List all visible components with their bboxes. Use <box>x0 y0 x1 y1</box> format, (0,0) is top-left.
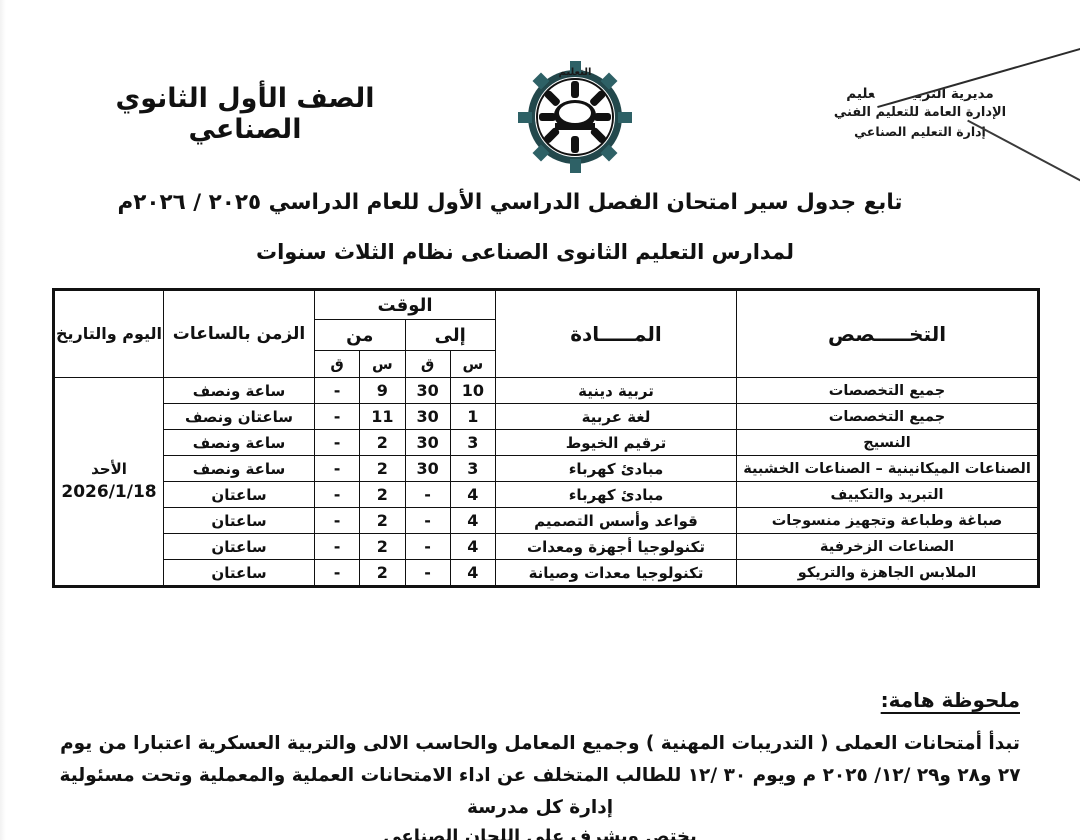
cell-from-minute: - <box>313 533 361 560</box>
cell-duration: ساعتان <box>163 559 315 587</box>
table-row: الملابس الجاهزة والتريكو تكنولوجيا معدات… <box>54 559 1039 587</box>
cell-from-minute: - <box>313 377 361 404</box>
cell-to-minute: - <box>404 507 451 534</box>
cell-from-hour: 2 <box>359 429 406 456</box>
cell-specialization: الصناعات الزخرفية <box>736 533 1039 560</box>
cell-from-minute: - <box>313 429 361 456</box>
header-duration: الزمن بالساعات <box>163 289 315 378</box>
cell-specialization: الصناعات الميكانينية – الصناعات الخشبية <box>736 455 1039 482</box>
cell-subject: تربية دينية <box>495 377 737 404</box>
cell-to-hour: 3 <box>449 455 497 482</box>
document-header: الصف الأول الثانوي الصناعي <box>0 55 1080 175</box>
cell-duration: ساعتان ونصف <box>163 403 315 430</box>
cell-from-hour: 9 <box>359 377 406 404</box>
table-row: صباغة وطباعة وتجهيز منسوجات قواعد وأسس ا… <box>54 507 1039 534</box>
cell-from-minute: - <box>313 559 361 587</box>
cell-duration: ساعة ونصف <box>163 377 315 404</box>
general-administration-label: الإدارة العامة للتعليم الفني <box>833 105 1007 121</box>
header-to-minute: ق <box>404 350 451 378</box>
cell-from-hour: 2 <box>359 559 406 587</box>
cell-subject: مبادئ كهرباء <box>495 481 737 508</box>
cell-to-minute: - <box>404 481 451 508</box>
cell-from-minute: - <box>313 507 361 534</box>
cell-to-minute: 30 <box>404 455 451 482</box>
cell-from-hour: 2 <box>359 455 406 482</box>
cell-specialization: التبريد والتكييف <box>736 481 1039 508</box>
cell-from-hour: 2 <box>359 481 406 508</box>
cell-specialization: جميع التخصصات <box>736 403 1039 430</box>
cell-to-minute: 30 <box>404 403 451 430</box>
table-body: جميع التخصصات تربية دينية 10 30 9 - ساعة… <box>53 377 1039 587</box>
cell-subject: قواعد وأسس التصميم <box>495 507 737 534</box>
table-row: جميع التخصصات لغة عربية 1 30 11 - ساعتان… <box>54 403 1039 430</box>
table-row: الصناعات الميكانينية – الصناعات الخشبية … <box>54 455 1039 482</box>
cell-to-hour: 10 <box>449 377 497 404</box>
header-to-hour: س <box>449 350 497 378</box>
cell-from-hour: 2 <box>359 533 406 560</box>
cell-to-hour: 4 <box>449 481 497 508</box>
cell-to-hour: 4 <box>449 533 497 560</box>
cell-day-date: الأحد 2026/1/18 <box>53 377 164 587</box>
header-subject: المـــــادة <box>495 289 737 378</box>
cell-to-hour: 3 <box>449 429 497 456</box>
note-line-2: ٢٧ و٢٨ و٢٩ /١٢/ ٢٠٢٥ م ويوم ٣٠ /١٢ للطال… <box>59 764 1021 786</box>
industrial-education-gear-emblem: التعليم <box>515 55 635 173</box>
cell-specialization: جميع التخصصات <box>736 377 1039 404</box>
cell-specialization: النسيج <box>736 429 1039 456</box>
cell-subject: تكنولوجيا معدات وصيانة <box>495 559 737 587</box>
table-header: التخـــــصص المـــــادة الوقت الزمن بالس… <box>53 289 1039 378</box>
cell-to-minute: 30 <box>404 377 451 404</box>
document-title-secondary: لمدارس التعليم الثانوى الصناعى نظام الثل… <box>255 240 795 264</box>
header-from-minute: ق <box>313 350 361 378</box>
header-time-group: الوقت <box>314 289 496 320</box>
cell-subject: مبادئ كهرباء <box>495 455 737 482</box>
table-row: التبريد والتكييف مبادئ كهرباء 4 - 2 - سا… <box>54 481 1039 508</box>
cell-to-hour: 1 <box>449 403 497 430</box>
grade-title: الصف الأول الثانوي الصناعي <box>115 83 375 145</box>
day-name: الأحد <box>91 459 127 478</box>
document-title-primary: تابع جدول سير امتحان الفصل الدراسي الأول… <box>117 190 903 215</box>
cell-to-minute: - <box>404 533 451 560</box>
cell-from-hour: 2 <box>359 507 406 534</box>
exam-schedule-table: التخـــــصص المـــــادة الوقت الزمن بالس… <box>52 288 1040 588</box>
cell-subject: ترقيم الخيوط <box>495 429 737 456</box>
cell-specialization: الملابس الجاهزة والتريكو <box>736 559 1039 587</box>
exam-schedule-table-wrapper: التخـــــصص المـــــادة الوقت الزمن بالس… <box>52 288 1040 588</box>
industrial-education-admin-label: إدارة التعليم الصناعي <box>854 123 986 139</box>
header-time-to: إلى <box>404 319 496 351</box>
cell-to-hour: 4 <box>449 507 497 534</box>
note-line-3: إدارة كل مدرسة <box>466 796 614 818</box>
cell-subject: تكنولوجيا أجهزة ومعدات <box>495 533 737 560</box>
table-row: جميع التخصصات تربية دينية 10 30 9 - ساعة… <box>53 377 1039 587</box>
header-specialization: التخـــــصص <box>736 289 1039 378</box>
cell-duration: ساعة ونصف <box>163 455 315 482</box>
cell-from-minute: - <box>313 481 361 508</box>
cell-specialization: صباغة وطباعة وتجهيز منسوجات <box>736 507 1039 534</box>
cell-to-minute: - <box>404 559 451 587</box>
table-header-row-3: س ق س ق <box>54 350 1039 378</box>
cell-from-minute: - <box>313 455 361 482</box>
cell-duration: ساعتان <box>163 507 315 534</box>
cell-to-hour: 4 <box>449 559 497 587</box>
cell-subject: لغة عربية <box>495 403 737 430</box>
table-header-row-1: التخـــــصص المـــــادة الوقت الزمن بالس… <box>53 289 1039 378</box>
header-time-from: من <box>314 319 406 351</box>
table-row: النسيج ترقيم الخيوط 3 30 2 - ساعة ونصف <box>54 429 1039 456</box>
cell-from-hour: 11 <box>359 403 406 430</box>
cell-from-minute: - <box>313 403 361 430</box>
cell-duration: ساعتان <box>163 533 315 560</box>
note-line-1: تبدأ أمتحانات العملى ( التدريبات المهنية… <box>60 733 1020 754</box>
cell-duration: ساعة ونصف <box>163 429 315 456</box>
svg-text:التعليم: التعليم <box>559 67 592 78</box>
header-from-hour: س <box>359 350 406 378</box>
important-note-body: تبدأ أمتحانات العملى ( التدريبات المهنية… <box>0 728 1080 823</box>
scan-left-edge <box>0 0 6 840</box>
cell-duration: ساعتان <box>163 481 315 508</box>
header-day-date: اليوم والتاريخ <box>53 289 164 378</box>
important-note-title: ملحوظة هامة: <box>880 688 1020 712</box>
cell-to-minute: 30 <box>404 429 451 456</box>
note-line-4-clipped: يختص ويشرف على اللجان الصناعى <box>383 826 697 840</box>
day-date: 2026/1/18 <box>61 482 157 502</box>
table-row: الصناعات الزخرفية تكنولوجيا أجهزة ومعدات… <box>54 533 1039 560</box>
